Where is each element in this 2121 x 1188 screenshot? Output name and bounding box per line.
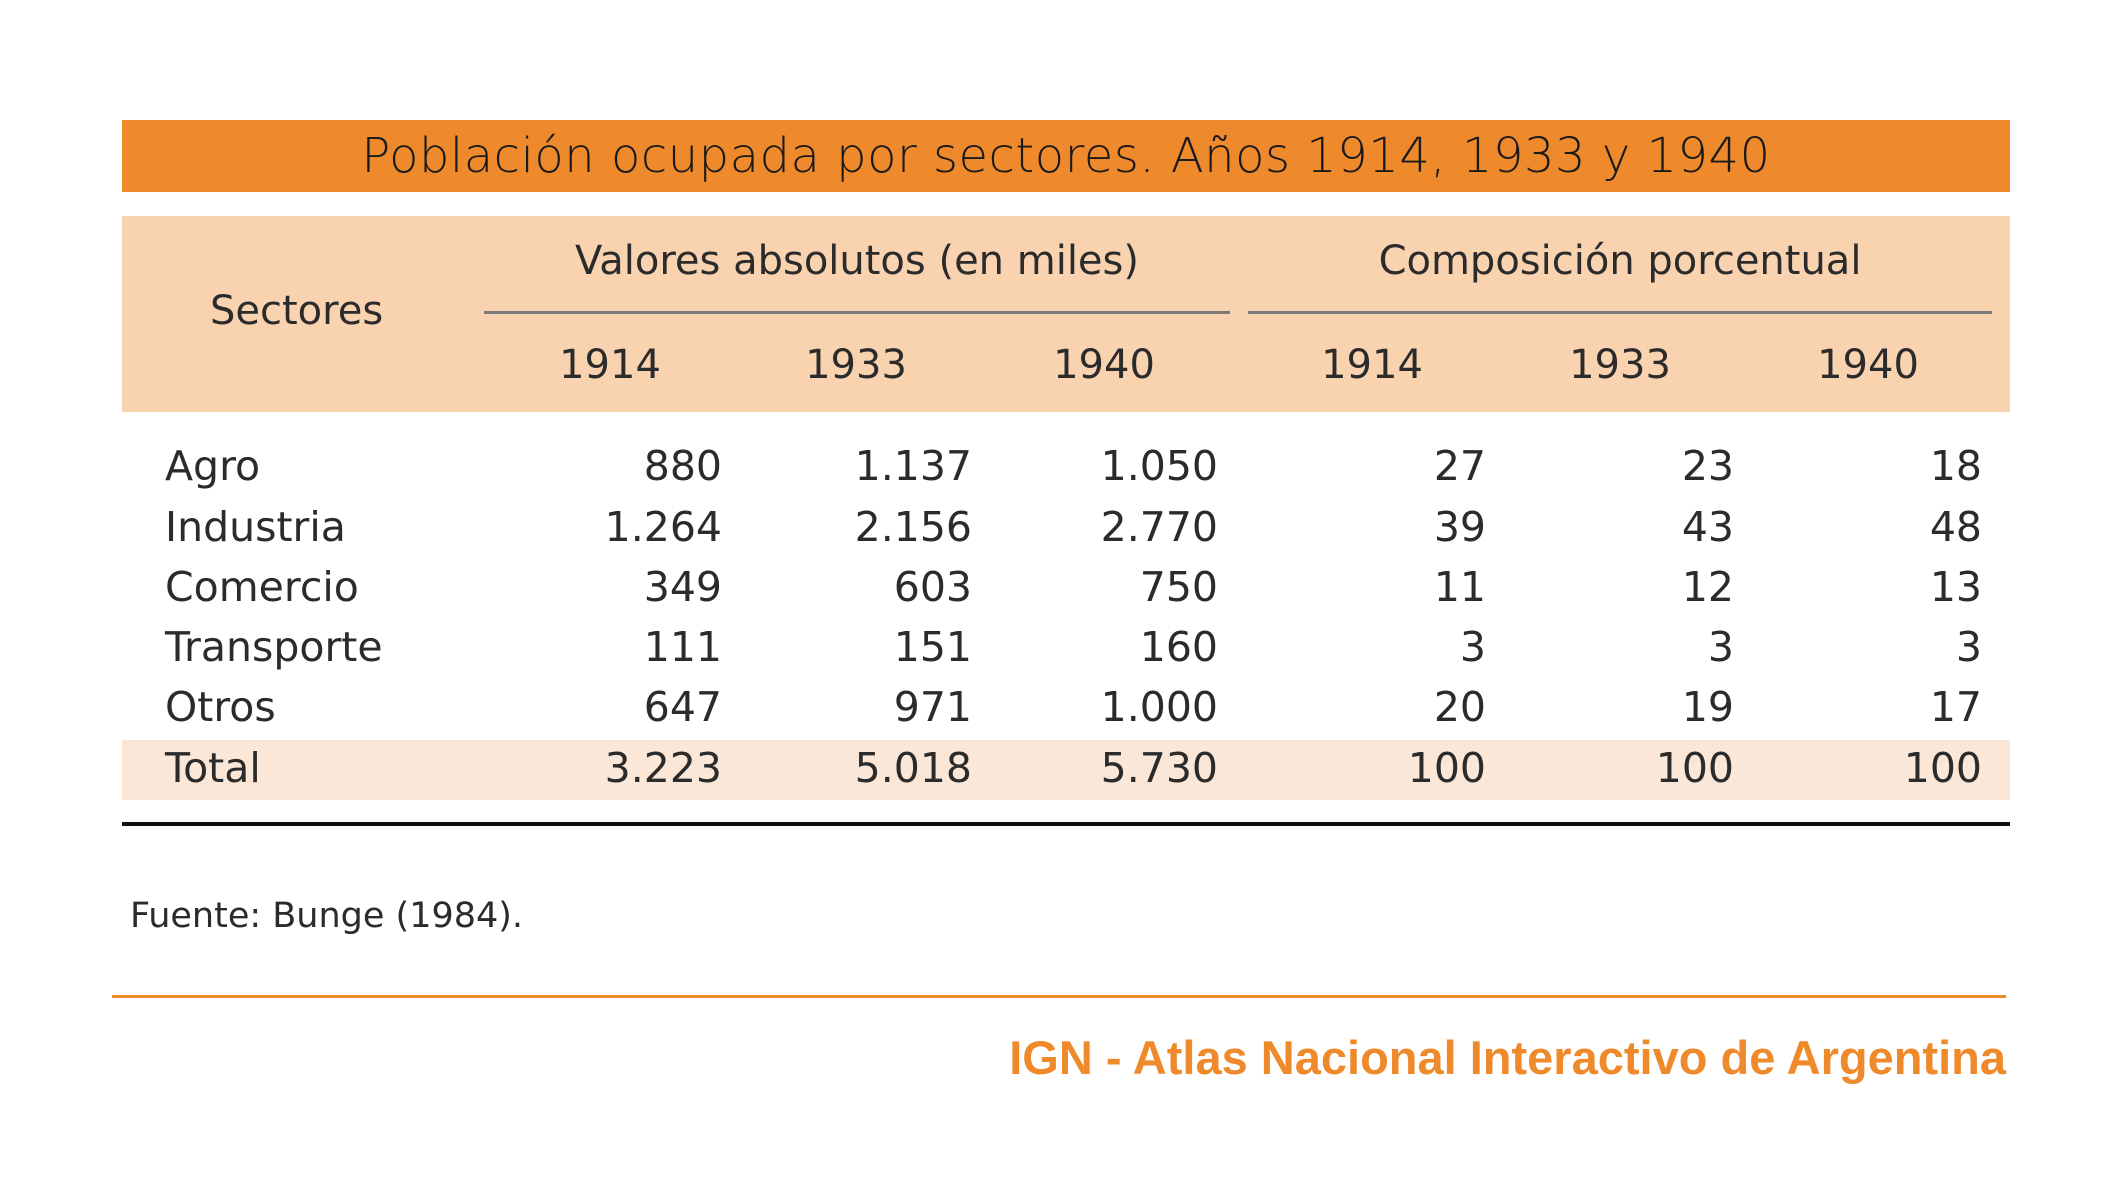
header-group-absolute: Valores absolutos (en miles) (574, 238, 1139, 284)
header-sectors: Sectores (210, 288, 384, 334)
total-value: 100 (1655, 744, 1734, 792)
cell-value: 19 (1681, 683, 1734, 731)
total-value: 100 (1407, 744, 1486, 792)
cell-value: 647 (643, 683, 722, 731)
row-label: Agro (165, 442, 261, 490)
cell-value: 39 (1433, 503, 1486, 551)
cell-value: 43 (1681, 503, 1734, 551)
cell-value: 349 (643, 563, 722, 611)
cell-value: 13 (1929, 563, 1982, 611)
footer-divider (112, 995, 2006, 998)
header-year: 1940 (1817, 342, 1919, 388)
cell-value: 12 (1681, 563, 1734, 611)
row-label: Comercio (165, 563, 359, 611)
header-group-absolute-rule (484, 311, 1230, 314)
footer-brand: IGN - Atlas Nacional Interactivo de Arge… (1009, 1031, 2006, 1084)
cell-value: 603 (893, 563, 972, 611)
cell-value: 1.137 (854, 442, 972, 490)
total-value: 100 (1903, 744, 1982, 792)
total-value: 3.223 (604, 744, 722, 792)
row-label: Transporte (165, 623, 383, 671)
header-year: 1914 (559, 342, 661, 388)
cell-value: 20 (1433, 683, 1486, 731)
cell-value: 1.264 (604, 503, 722, 551)
table-title: Población ocupada por sectores. Años 191… (361, 128, 1771, 184)
header-group-percent-rule (1248, 311, 1992, 314)
cell-value: 3 (1707, 623, 1734, 671)
header-group-percent: Composición porcentual (1378, 238, 1862, 284)
row-label: Industria (165, 503, 346, 551)
cell-value: 2.156 (854, 503, 972, 551)
source-note: Fuente: Bunge (1984). (130, 896, 524, 936)
cell-value: 750 (1139, 563, 1218, 611)
cell-value: 971 (893, 683, 972, 731)
cell-value: 23 (1681, 442, 1734, 490)
header-year: 1940 (1053, 342, 1155, 388)
cell-value: 151 (893, 623, 972, 671)
total-value: 5.018 (854, 744, 972, 792)
cell-value: 880 (643, 442, 722, 490)
cell-value: 3 (1459, 623, 1486, 671)
cell-value: 1.000 (1100, 683, 1218, 731)
cell-value: 17 (1929, 683, 1982, 731)
header-year: 1933 (805, 342, 907, 388)
table-header (122, 216, 2010, 412)
cell-value: 2.770 (1100, 503, 1218, 551)
total-row-band (122, 740, 2010, 800)
cell-value: 1.050 (1100, 442, 1218, 490)
header-year: 1914 (1321, 342, 1423, 388)
cell-value: 48 (1929, 503, 1982, 551)
cell-value: 18 (1929, 442, 1982, 490)
cell-value: 11 (1433, 563, 1486, 611)
total-label: Total (165, 744, 261, 792)
table-bottom-rule (122, 822, 2010, 826)
cell-value: 27 (1433, 442, 1486, 490)
cell-value: 160 (1139, 623, 1218, 671)
total-value: 5.730 (1100, 744, 1218, 792)
header-year: 1933 (1569, 342, 1671, 388)
cell-value: 3 (1955, 623, 1982, 671)
table-title-bar: Población ocupada por sectores. Años 191… (122, 120, 2010, 192)
cell-value: 111 (643, 623, 722, 671)
row-label: Otros (165, 683, 276, 731)
